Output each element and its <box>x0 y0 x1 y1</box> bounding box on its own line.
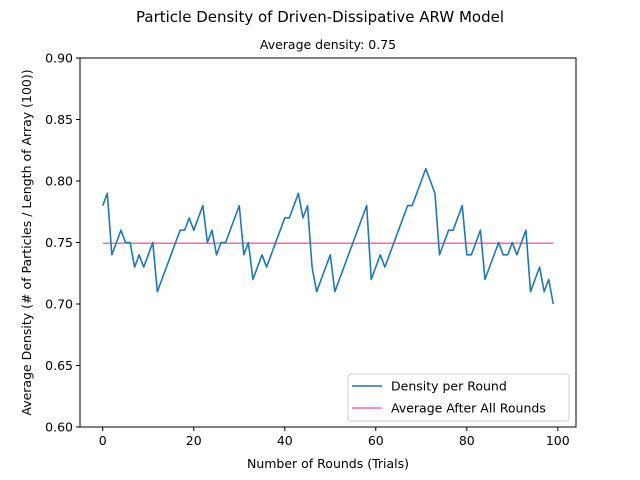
x-tick-label: 40 <box>277 433 293 448</box>
legend-box <box>347 373 570 422</box>
legend-label-density-per-round: Density per Round <box>391 379 507 394</box>
x-tick-label: 0 <box>99 433 107 448</box>
y-tick-label: 0.90 <box>45 51 73 66</box>
legend: Density per Round Average After All Roun… <box>347 373 570 422</box>
series-line-density-per-round <box>101 167 555 305</box>
x-axis-ticks: 0 20 40 60 80 100 <box>99 427 570 448</box>
y-tick-label: 0.70 <box>45 297 73 312</box>
plot-area-frame <box>79 57 577 428</box>
y-axis-label: Average Density (# of Particles / Length… <box>19 69 34 415</box>
x-tick-label: 100 <box>546 433 570 448</box>
y-tick-label: 0.75 <box>45 235 73 250</box>
y-tick-label: 0.65 <box>45 358 73 373</box>
x-axis-label: Number of Rounds (Trials) <box>247 456 409 471</box>
chart-subtitle: Average density: 0.75 <box>260 37 396 52</box>
y-tick-label: 0.80 <box>45 174 73 189</box>
x-tick-label: 20 <box>186 433 202 448</box>
y-axis-ticks: 0.60 0.65 0.70 0.75 0.80 0.85 0.90 <box>45 51 80 435</box>
x-tick-label: 80 <box>459 433 475 448</box>
legend-label-average-after-all-rounds: Average After All Rounds <box>391 401 546 416</box>
y-tick-label: 0.85 <box>45 112 73 127</box>
plot-series <box>101 167 555 305</box>
chart-title: Particle Density of Driven-Dissipative A… <box>136 8 504 26</box>
y-tick-label: 0.60 <box>45 420 73 435</box>
x-tick-label: 60 <box>368 433 384 448</box>
